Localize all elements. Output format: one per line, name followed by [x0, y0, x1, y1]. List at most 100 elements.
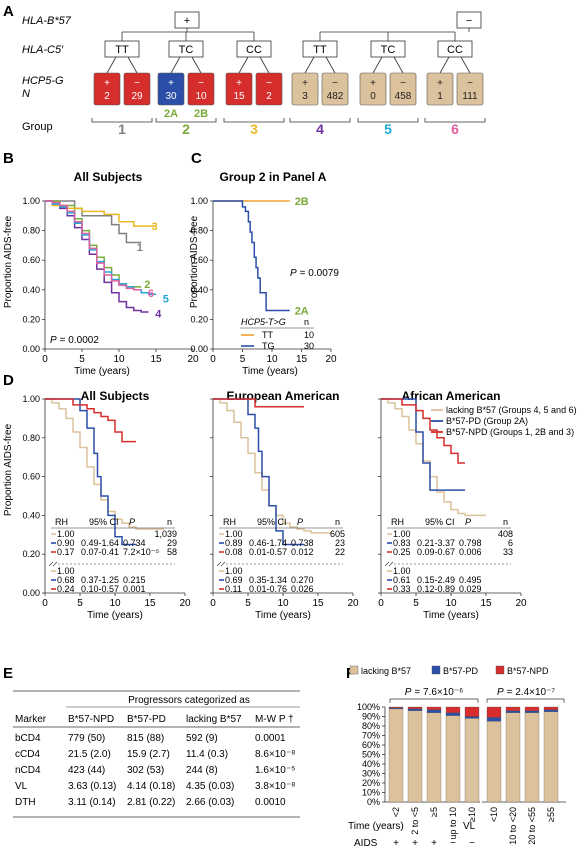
y-tick-label: 10%: [362, 788, 380, 798]
panel-b-title: All Subjects: [74, 170, 143, 184]
stacked-bar-time-4: up to 10−: [445, 706, 461, 849]
stacked-bar-vl-3: 20 to <55: [524, 706, 540, 845]
bar-category-label: 10 to <20: [508, 807, 518, 845]
y-tick-label: 0.00: [22, 344, 40, 354]
stat-rh: 1.00: [225, 566, 243, 576]
bar-segment-pd: [445, 712, 461, 716]
vl-axis-label: VL: [463, 821, 476, 832]
stat-p: 7.2×10⁻⁵: [123, 547, 160, 557]
group-number: 3: [250, 121, 258, 137]
y-tick-label: 0.40: [190, 285, 208, 295]
legend-tt-label: TT: [262, 330, 273, 340]
bar-segment-npd: [524, 706, 540, 711]
group-bracket: [155, 118, 217, 123]
leaf-node-sign: +: [302, 78, 308, 89]
stat-n: 29: [167, 538, 177, 548]
panel-d-plots: All Subjects 0 5 10 15 20 0.00 0.20 0.40 0.60 0.80…: [22, 389, 527, 621]
leaf-node: [426, 72, 454, 106]
stat-ci: 0.49-1.64: [81, 538, 119, 548]
survival-curve-tg: [213, 200, 290, 312]
x-tick-label: 15: [480, 598, 492, 609]
bar-category-label: <10: [489, 807, 499, 822]
leaf-node-sign: −: [467, 78, 473, 89]
stat-header: P: [297, 517, 303, 527]
stat-n: 33: [503, 547, 513, 557]
y-tick-label: 0.80: [22, 226, 40, 236]
legend-entry: B*57-NPD (Groups 1, 2B and 3): [446, 427, 574, 437]
leaf-node-sign: +: [168, 78, 174, 89]
aids-status: −: [450, 838, 456, 849]
panel-f-plot: lacking B*57 B*57-PD B*57-NPD 0%10%20%30%40…: [348, 665, 566, 849]
y-tick-label: 0%: [367, 797, 380, 807]
bar-segment-npd: [486, 706, 502, 718]
stat-rh: 0.68: [57, 575, 75, 585]
leaf-node: [123, 72, 151, 106]
y-tick-label: 70%: [362, 731, 380, 741]
panel-b-ylabel: Proportion AIDS-free: [3, 215, 14, 308]
x-tick-label: 5: [79, 354, 85, 365]
hla-b57-label: HLA-B*57: [22, 15, 72, 27]
stat-p: 0.029: [459, 584, 482, 594]
tree-edge: [259, 56, 270, 74]
leaf-node-n: 458: [395, 91, 412, 102]
stat-rh: 0.89: [225, 538, 243, 548]
x-tick-label: 10: [277, 598, 289, 609]
table-cell: 1.6×10⁻⁵: [255, 765, 295, 776]
bar-segment-lacking: [388, 708, 404, 803]
survival-curve-b-57-pd: [45, 398, 136, 546]
legend-swatch: [431, 665, 441, 675]
stat-ci: 0.15-2.49: [417, 575, 455, 585]
y-tick-label: 0.00: [22, 588, 40, 598]
stat-ci: 0.35-1.34: [249, 575, 287, 585]
stat-p: 0.215: [123, 575, 146, 585]
survival-curve-b-57-npd: [213, 398, 304, 408]
table-row-marker: nCD4: [15, 765, 41, 776]
curve-label-group-2: 2: [144, 279, 150, 291]
stat-p: 0.270: [291, 575, 314, 585]
table-cell: 244 (8): [186, 765, 218, 776]
stat-n: 1,039: [154, 529, 177, 539]
panel-c-legend: HCP5-T>G n TT 10 TG 30: [240, 317, 314, 351]
marker-table: Progressors categorized as Marker B*57-NPD…: [13, 690, 300, 818]
stat-p: 0.012: [291, 547, 314, 557]
panel-b-pvalue: P = 0.0002: [50, 335, 99, 346]
stat-rh: 1.00: [393, 566, 411, 576]
stacked-bar-time-1: <2 +: [388, 706, 404, 849]
bar-segment-npd: [543, 706, 559, 710]
leaf-node-n: 482: [327, 91, 344, 102]
y-tick-label: 50%: [362, 750, 380, 760]
bar-category-label: ≥10: [467, 807, 477, 822]
table-cell: 0.0001: [255, 733, 286, 744]
curve-label-group-6: 6: [148, 288, 154, 300]
stat-header: 95% CI: [257, 517, 287, 527]
panel-f: F lacking B*57B*57-PDB*57-NPD0%10%20%30%…: [346, 665, 566, 849]
aids-status: −: [469, 838, 475, 849]
stat-n: 6: [508, 538, 513, 548]
stat-rh: 0.69: [225, 575, 243, 585]
legend-tt-n: 10: [304, 330, 314, 340]
c5-node-label: TC: [179, 44, 194, 56]
c5-node-label: TT: [115, 44, 129, 56]
y-tick-label: 0.20: [22, 549, 40, 559]
table-header-4: M-W P †: [255, 714, 294, 725]
tree-edge: [439, 56, 450, 74]
panel-c-label: C: [191, 150, 202, 167]
x-tick-label: 20: [515, 598, 527, 609]
leaf-node: [359, 72, 387, 106]
stat-rh: 0.25: [393, 547, 411, 557]
stat-header: P: [465, 517, 471, 527]
y-tick-label: 80%: [362, 721, 380, 731]
y-tick-label: 0.40: [22, 510, 40, 520]
survival-curve-1: [45, 200, 142, 244]
leaf-node: [157, 72, 185, 106]
panel-a-label: A: [3, 3, 14, 20]
survival-curve-b-57-pd: [213, 398, 304, 546]
stat-p: 0.734: [123, 538, 146, 548]
subgroup-2b-label: 2B: [194, 108, 208, 120]
table-cell: 3.63 (0.13): [68, 781, 116, 792]
bar-segment-npd: [407, 706, 423, 710]
c5-node-label: TT: [313, 44, 327, 56]
stat-rh: 0.90: [57, 538, 75, 548]
stat-header: RH: [391, 517, 404, 527]
